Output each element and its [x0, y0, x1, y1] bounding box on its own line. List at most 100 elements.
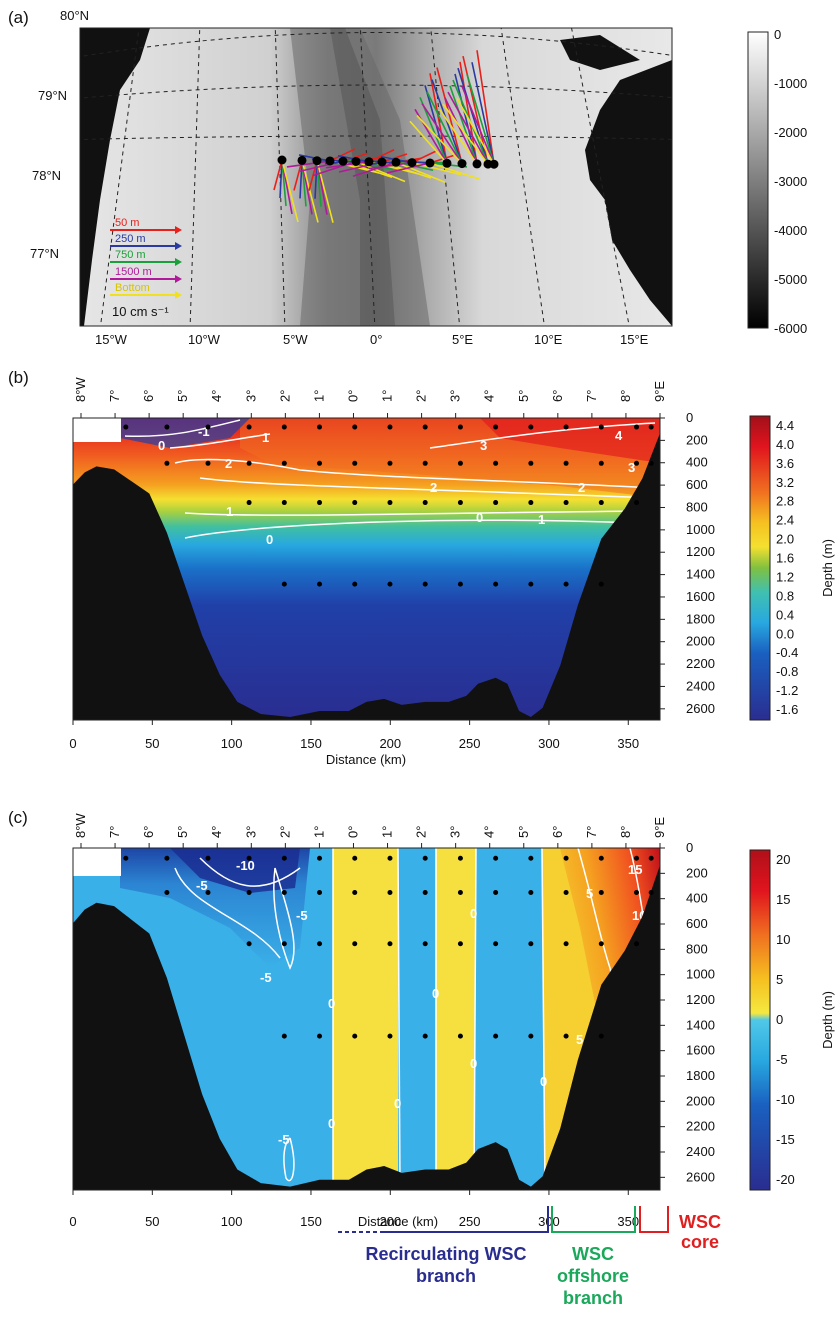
- sample-point: [528, 855, 534, 861]
- y-tick-label: 400: [686, 891, 708, 906]
- sample-point: [317, 941, 323, 947]
- sample-point: [493, 424, 499, 430]
- station-marker: [457, 159, 467, 169]
- sample-point: [352, 460, 358, 466]
- seafloor-topography-c: [73, 865, 660, 1190]
- top-tick-label: 0°: [345, 826, 360, 838]
- x-tick-label: 100: [221, 1214, 243, 1229]
- current-vector: [279, 159, 283, 199]
- sample-point: [422, 855, 428, 861]
- y-tick-label: 0: [686, 840, 693, 855]
- sample-point: [457, 424, 463, 430]
- lat-label-77: 77°N: [30, 246, 59, 261]
- y-tick-label: 1600: [686, 589, 715, 604]
- branch-label-core: WSC core: [679, 1212, 721, 1252]
- y-tick-label: 2000: [686, 1093, 715, 1108]
- top-tick-label: 5°: [175, 826, 190, 838]
- sample-point: [317, 889, 323, 895]
- contour-label-c-3: -5: [260, 970, 272, 985]
- colorbar-tick: 5: [776, 972, 783, 987]
- sample-point: [648, 855, 654, 861]
- y-tick-label: 2000: [686, 634, 715, 649]
- ylabel-c: Depth (m): [820, 991, 835, 1049]
- y-tick-label: 2200: [686, 656, 715, 671]
- top-tick-label: 0°: [345, 390, 360, 402]
- legend-750m: 750 m: [115, 249, 146, 261]
- colorbar-a: [747, 31, 769, 329]
- contour-label-b-1: 0: [158, 438, 165, 453]
- lon-label-15w: 15°W: [95, 332, 128, 345]
- station-marker: [312, 156, 322, 166]
- panel-c-section: -10 -5 -5 -5 -5 0 0 0 0 0 0 0 5 5 10 15 …: [69, 813, 835, 1308]
- contour-label-b-5: 4: [615, 428, 623, 443]
- sample-point: [598, 424, 604, 430]
- sample-point: [457, 1033, 463, 1039]
- top-tick-label: 8°: [618, 826, 633, 838]
- sample-point: [493, 460, 499, 466]
- lat-label-78: 78°N: [32, 168, 61, 183]
- y-tick-label: 1000: [686, 967, 715, 982]
- sample-point: [422, 1033, 428, 1039]
- colorbar-a-tick: -4000: [774, 223, 807, 238]
- colorbar-tick: 4.4: [776, 418, 794, 433]
- contour-label-b-3: 2: [225, 456, 232, 471]
- sample-point: [352, 941, 358, 947]
- current-vector: [476, 50, 495, 165]
- sample-point: [205, 889, 211, 895]
- current-vector: [436, 67, 463, 164]
- sample-point: [634, 889, 640, 895]
- contour-label-c-12: 5: [576, 1032, 583, 1047]
- current-vector: [461, 85, 495, 165]
- contour-label-c-1: -5: [196, 878, 208, 893]
- contour-label-c-13: 5: [586, 886, 593, 901]
- sample-point: [205, 424, 211, 430]
- sample-point: [164, 855, 170, 861]
- y-tick-label: 0: [686, 410, 693, 425]
- x-tick-label: 350: [617, 1214, 639, 1229]
- sample-point: [598, 941, 604, 947]
- current-vector: [426, 91, 463, 164]
- legend-250m: 250 m: [115, 233, 146, 245]
- sample-point: [164, 424, 170, 430]
- sample-point: [352, 855, 358, 861]
- contour-label-c-8: 0: [432, 986, 439, 1001]
- colorbar-tick: 3.6: [776, 456, 794, 471]
- sample-point: [387, 460, 393, 466]
- y-tick-label: 200: [686, 432, 708, 447]
- sample-point: [457, 460, 463, 466]
- station-marker: [489, 159, 499, 169]
- top-tick-label: 8°W: [73, 813, 88, 838]
- sample-point: [281, 941, 287, 947]
- sample-point: [387, 889, 393, 895]
- station-marker: [442, 158, 452, 168]
- y-tick-label: 2400: [686, 1144, 715, 1159]
- y-tick-label: 600: [686, 916, 708, 931]
- station-marker: [472, 159, 482, 169]
- current-vector: [286, 160, 331, 168]
- contour-label-b-6: 2: [430, 480, 437, 495]
- colorbar-tick: 20: [776, 852, 790, 867]
- sample-point: [123, 424, 129, 430]
- colorbar-tick: 2.8: [776, 494, 794, 509]
- top-tick-label: 8°: [618, 390, 633, 402]
- current-vector: [457, 67, 489, 165]
- y-tick-label: 1000: [686, 522, 715, 537]
- vector-scale-label: 10 cm s⁻¹: [112, 304, 169, 319]
- top-tick-label: 7°: [584, 390, 599, 402]
- sample-point: [648, 460, 654, 466]
- sample-point: [457, 581, 463, 587]
- deep-basin: [290, 28, 430, 326]
- sample-point: [281, 581, 287, 587]
- colorbar-tick: 2.4: [776, 513, 794, 528]
- top-tick-label: 2°: [277, 826, 292, 838]
- top-tick-label: 4°: [209, 826, 224, 838]
- sample-point: [317, 581, 323, 587]
- sample-point: [598, 889, 604, 895]
- contour-label-c-2: -5: [296, 908, 308, 923]
- colorbar-tick: -15: [776, 1132, 795, 1147]
- y-tick-label: 600: [686, 477, 708, 492]
- top-tick-label: 3°: [448, 390, 463, 402]
- sample-point: [457, 889, 463, 895]
- xlabel-c: Distance (km): [358, 1214, 438, 1229]
- sample-point: [387, 941, 393, 947]
